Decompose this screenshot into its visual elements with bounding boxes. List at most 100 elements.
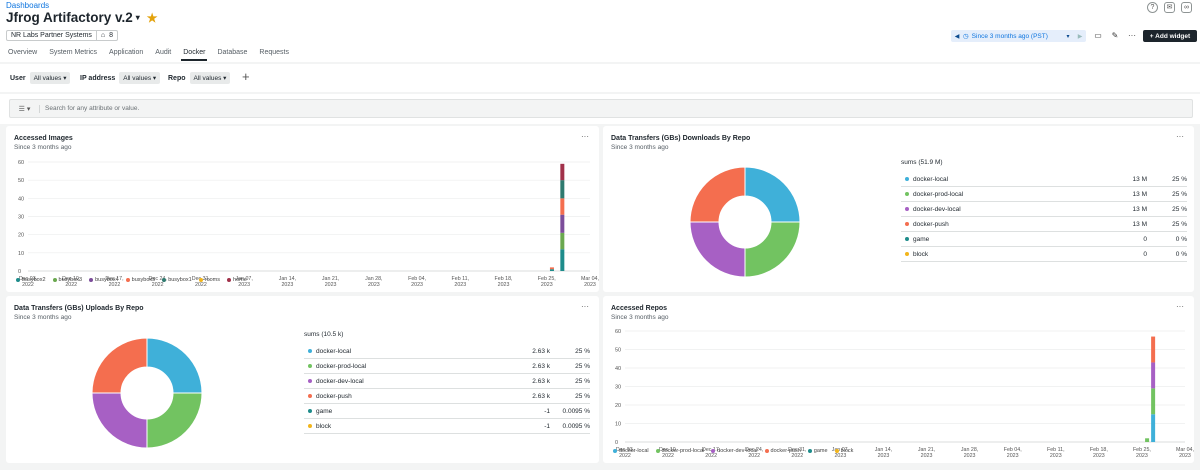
legend-item[interactable]: docker-local xyxy=(613,448,649,454)
add-filter-icon[interactable]: + xyxy=(242,69,250,84)
legend-item[interactable]: block xyxy=(834,448,853,454)
x-tick-label: Jan 28, xyxy=(365,276,382,282)
table-row[interactable]: docker-push 2.63 k 25 % xyxy=(304,389,590,404)
repo-name: game xyxy=(913,235,930,243)
page-title[interactable]: Jfrog Artifactory v.2 ▾ ★ xyxy=(6,10,158,25)
legend-item[interactable]: busybox2 xyxy=(16,277,46,283)
tab-audit[interactable]: Audit xyxy=(155,49,172,56)
x-tick-label: 2023 xyxy=(238,282,250,288)
legend-item[interactable]: busybox1 xyxy=(162,277,192,283)
repo-name: docker-push xyxy=(913,220,949,228)
legend-item[interactable]: docker-dev-local xyxy=(711,448,758,454)
add-widget-button[interactable]: + Add widget xyxy=(1143,30,1197,42)
legend-item[interactable]: home xyxy=(227,277,247,283)
widget-accessed-repos: Accessed Repos Since 3 months ago ··· 0 1… xyxy=(603,296,1194,463)
bar-segment-docker-prod-local xyxy=(1145,438,1150,442)
tab-requests[interactable]: Requests xyxy=(259,49,289,56)
table-row[interactable]: block -1 0.0095 % xyxy=(304,419,590,434)
repo-value: -1 xyxy=(544,407,550,415)
series-swatch xyxy=(905,177,909,181)
tab-system-metrics[interactable]: System Metrics xyxy=(49,49,98,56)
table-row[interactable]: docker-prod-local 13 M 25 % xyxy=(901,187,1187,202)
widget-title[interactable]: Accessed Repos xyxy=(611,305,668,312)
table-row[interactable]: docker-prod-local 2.63 k 25 % xyxy=(304,359,590,374)
bar-segment-docker-local xyxy=(1151,414,1156,442)
slice-docker-prod-local xyxy=(744,221,801,278)
filter-user[interactable]: User All values ▾ xyxy=(10,72,71,84)
tab-database[interactable]: Database xyxy=(217,49,248,56)
x-tick-label: 2022 xyxy=(662,453,674,459)
widget-title[interactable]: Accessed Images xyxy=(14,135,73,142)
table-row[interactable]: docker-dev-local 2.63 k 25 % xyxy=(304,374,590,389)
favorite-star-icon[interactable]: ★ xyxy=(146,10,158,25)
table-row[interactable]: game 0 0 % xyxy=(901,232,1187,247)
widget-menu-icon[interactable]: ··· xyxy=(1176,132,1184,141)
help-icon[interactable]: ? xyxy=(1147,2,1158,13)
time-range-label: Since 3 months ago (PST) xyxy=(971,32,1048,40)
table-row[interactable]: docker-local 2.63 k 25 % xyxy=(304,344,590,359)
x-tick-label: 2023 xyxy=(584,282,596,288)
tv-mode-icon[interactable]: ▭ xyxy=(1094,31,1102,40)
filter-value: All values xyxy=(33,75,62,82)
breadcrumb[interactable]: Dashboards xyxy=(6,1,50,10)
x-tick-label: 2023 xyxy=(1136,453,1148,459)
mail-icon[interactable]: ✉ xyxy=(1164,2,1175,13)
legend-item[interactable]: rooms xyxy=(198,277,220,283)
chevron-down-icon[interactable]: ▾ xyxy=(135,13,140,22)
legend-item[interactable]: game xyxy=(807,448,828,454)
filter-select[interactable]: All values ▾ xyxy=(119,72,161,84)
legend-item[interactable]: busybox4 xyxy=(89,277,119,283)
more-options-icon[interactable]: ··· xyxy=(1128,31,1136,40)
uploads-table: sums (10.5 k) docker-local 2.63 k 25 % dock… xyxy=(304,331,590,434)
x-tick-label: 2023 xyxy=(1179,453,1191,459)
legend-swatch xyxy=(198,278,203,282)
tab-overview[interactable]: Overview xyxy=(8,49,38,56)
widget-menu-icon[interactable]: ··· xyxy=(1176,302,1184,311)
filter-select[interactable]: All values ▾ xyxy=(29,72,71,84)
repo-name: docker-local xyxy=(913,175,949,183)
table-row[interactable]: docker-push 13 M 25 % xyxy=(901,217,1187,232)
widget-menu-icon[interactable]: ··· xyxy=(581,132,589,141)
legend-item[interactable]: docker-prod-local xyxy=(655,448,704,454)
link-icon[interactable]: ∞ xyxy=(1181,2,1192,13)
slice-docker-dev-local xyxy=(689,221,746,278)
series-swatch xyxy=(308,424,312,428)
x-tick-label: Dec 03, xyxy=(616,447,634,453)
legend-swatch xyxy=(89,278,94,282)
legend-swatch xyxy=(655,449,660,453)
filter-ip-address[interactable]: IP address All values ▾ xyxy=(80,72,161,84)
legend-swatch xyxy=(16,278,20,282)
table-row[interactable]: block 0 0 % xyxy=(901,247,1187,262)
filter-select[interactable]: All values ▾ xyxy=(189,72,231,84)
tab-application[interactable]: Application xyxy=(109,49,144,56)
bar-segment-busybox1 xyxy=(560,180,565,199)
account-badge[interactable]: NR Labs Partner Systems ⌂ 8 xyxy=(6,30,119,41)
tab-docker[interactable]: Docker xyxy=(181,49,208,61)
edit-pencil-icon[interactable]: ✎ xyxy=(1111,31,1119,40)
widget-title[interactable]: Data Transfers (GBs) Uploads By Repo xyxy=(14,305,144,312)
repo-name: docker-prod-local xyxy=(316,362,367,370)
x-tick-label: Feb 04, xyxy=(408,276,426,282)
legend-item[interactable]: busybox5 xyxy=(125,277,155,283)
table-row[interactable]: game -1 0.0095 % xyxy=(304,404,590,419)
legend-item[interactable]: busybox3 xyxy=(52,277,82,283)
repo-name: game xyxy=(316,407,333,415)
page-title-text: Jfrog Artifactory v.2 xyxy=(6,10,133,25)
table-row[interactable]: docker-local 13 M 25 % xyxy=(901,172,1187,187)
repo-percent: 0.0095 % xyxy=(562,407,590,415)
legend-label: game xyxy=(813,448,828,454)
y-tick-label: 50 xyxy=(18,178,24,184)
search-input[interactable]: ☰ ▾ Search for any attribute or value. xyxy=(9,99,1193,118)
widget-title[interactable]: Data Transfers (GBs) Downloads By Repo xyxy=(611,135,751,142)
chevron-left-icon[interactable]: ◀ xyxy=(954,33,960,40)
legend-item[interactable]: docker-push xyxy=(764,448,801,454)
chevron-right-icon[interactable]: ▶ xyxy=(1077,33,1083,40)
filter-icon[interactable]: ☰ ▾ xyxy=(10,104,40,113)
widget-menu-icon[interactable]: ··· xyxy=(581,302,589,311)
table-row[interactable]: docker-dev-local 13 M 25 % xyxy=(901,202,1187,217)
filter-repo[interactable]: Repo All values ▾ xyxy=(168,72,231,84)
x-tick-label: Dec 24, xyxy=(745,447,763,453)
time-picker[interactable]: ◀ ◷ Since 3 months ago (PST) ▾ ▶ xyxy=(951,30,1086,42)
x-tick-label: Jan 28, xyxy=(961,447,978,453)
